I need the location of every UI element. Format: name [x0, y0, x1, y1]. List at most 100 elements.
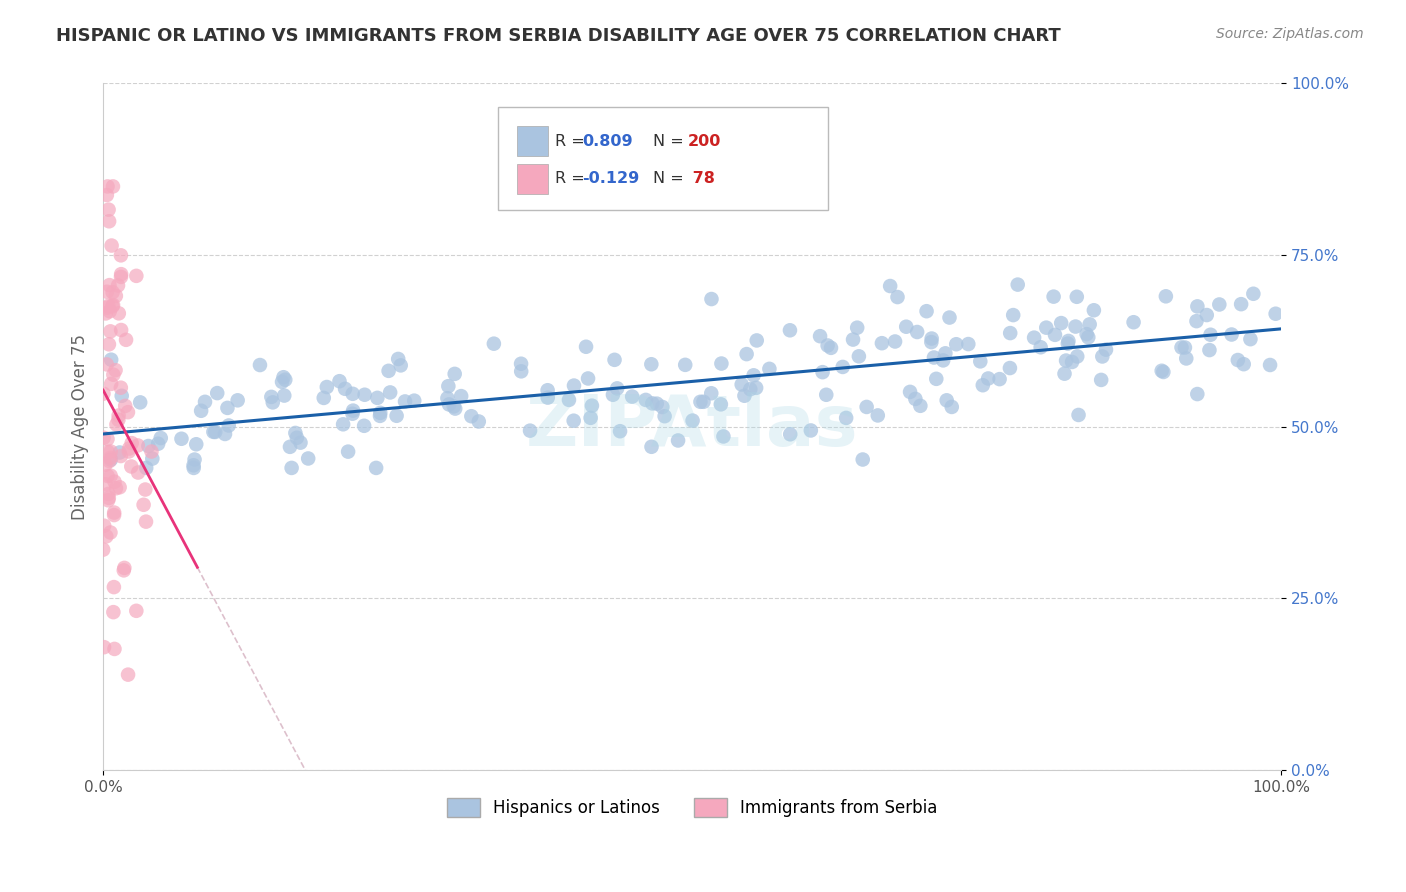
- Point: [141, 444, 163, 458]
- Point: [848, 349, 870, 363]
- Point: [437, 397, 460, 411]
- Point: [108, 445, 131, 459]
- Point: [1174, 341, 1197, 355]
- Point: [333, 382, 356, 396]
- Point: [285, 431, 308, 445]
- Point: [603, 352, 626, 367]
- Point: [820, 341, 842, 355]
- Point: [96, 432, 118, 446]
- Text: N =: N =: [654, 134, 683, 149]
- Point: [904, 392, 927, 406]
- Point: [1078, 318, 1101, 332]
- Point: [97, 202, 120, 217]
- Point: [190, 404, 212, 418]
- Text: R =: R =: [555, 134, 591, 149]
- Point: [915, 304, 938, 318]
- Point: [482, 336, 505, 351]
- Point: [1239, 332, 1261, 346]
- Point: [579, 410, 602, 425]
- Point: [935, 393, 957, 408]
- Point: [110, 269, 132, 284]
- Text: ZIPAtlas: ZIPAtlas: [526, 392, 859, 461]
- Point: [118, 442, 141, 456]
- Point: [1187, 387, 1209, 401]
- Point: [100, 525, 122, 540]
- Point: [104, 363, 127, 377]
- Point: [666, 434, 689, 448]
- Point: [808, 329, 831, 343]
- Point: [112, 563, 135, 577]
- Y-axis label: Disability Age Over 75: Disability Age Over 75: [72, 334, 89, 520]
- Point: [562, 378, 585, 392]
- Point: [835, 410, 858, 425]
- Point: [110, 449, 132, 463]
- Point: [114, 399, 136, 413]
- Point: [920, 335, 942, 350]
- Point: [609, 424, 631, 438]
- Point: [202, 425, 225, 439]
- Legend: Hispanics or Latinos, Immigrants from Serbia: Hispanics or Latinos, Immigrants from Se…: [440, 791, 945, 823]
- Point: [443, 367, 465, 381]
- Point: [443, 400, 465, 414]
- Point: [1057, 334, 1080, 348]
- Point: [141, 451, 163, 466]
- Point: [1226, 353, 1249, 368]
- Point: [290, 435, 312, 450]
- Point: [745, 334, 768, 348]
- Point: [101, 179, 124, 194]
- Point: [103, 506, 125, 520]
- Point: [945, 337, 967, 351]
- Point: [645, 397, 668, 411]
- Point: [186, 437, 208, 451]
- Point: [353, 418, 375, 433]
- Point: [100, 452, 122, 467]
- Point: [925, 372, 948, 386]
- Point: [96, 529, 118, 543]
- Point: [735, 347, 758, 361]
- Point: [1195, 308, 1218, 322]
- Point: [1066, 350, 1088, 364]
- Point: [1035, 320, 1057, 334]
- Point: [342, 386, 364, 401]
- Point: [101, 298, 124, 312]
- Point: [1060, 355, 1083, 369]
- Point: [1066, 290, 1088, 304]
- Point: [998, 326, 1021, 340]
- Point: [1264, 307, 1286, 321]
- Point: [576, 371, 599, 385]
- Point: [100, 238, 122, 252]
- Point: [1241, 286, 1264, 301]
- Point: [1187, 299, 1209, 313]
- Point: [100, 468, 122, 483]
- Point: [353, 388, 375, 402]
- Point: [634, 392, 657, 407]
- Point: [621, 390, 644, 404]
- Point: [740, 382, 762, 396]
- Point: [100, 376, 122, 391]
- Point: [1077, 330, 1099, 344]
- Point: [112, 561, 135, 575]
- Point: [896, 319, 918, 334]
- Point: [932, 353, 955, 368]
- Point: [101, 285, 124, 300]
- Point: [562, 414, 585, 428]
- Point: [146, 436, 169, 450]
- Point: [1230, 297, 1253, 311]
- Point: [1122, 315, 1144, 329]
- Point: [922, 351, 945, 365]
- Point: [135, 461, 157, 475]
- Point: [368, 409, 391, 423]
- Point: [93, 640, 115, 655]
- Point: [96, 188, 118, 202]
- Point: [97, 487, 120, 501]
- Point: [1150, 364, 1173, 378]
- Point: [366, 391, 388, 405]
- Point: [651, 400, 673, 414]
- Point: [110, 248, 132, 262]
- Point: [884, 334, 907, 349]
- Point: [332, 417, 354, 432]
- Point: [536, 383, 558, 397]
- Point: [581, 399, 603, 413]
- Point: [377, 364, 399, 378]
- Point: [394, 394, 416, 409]
